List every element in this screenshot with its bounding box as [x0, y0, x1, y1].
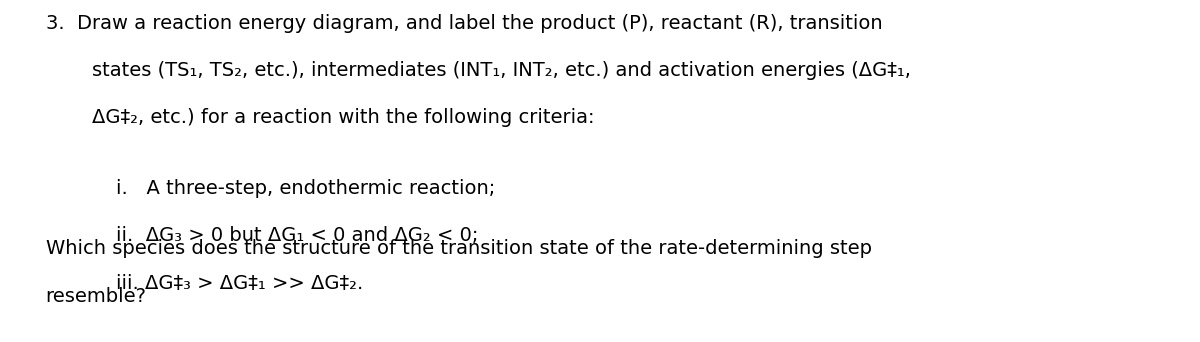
Text: 3.  Draw a reaction energy diagram, and label the product (P), reactant (R), tra: 3. Draw a reaction energy diagram, and l… — [46, 14, 882, 33]
Text: ii.  ΔG₃ > 0 but ΔG₁ < 0 and ΔG₂ < 0;: ii. ΔG₃ > 0 but ΔG₁ < 0 and ΔG₂ < 0; — [116, 226, 479, 246]
Text: states (TS₁, TS₂, etc.), intermediates (INT₁, INT₂, etc.) and activation energie: states (TS₁, TS₂, etc.), intermediates (… — [92, 61, 911, 80]
Text: i.   A three-step, endothermic reaction;: i. A three-step, endothermic reaction; — [116, 179, 496, 198]
Text: resemble?: resemble? — [46, 287, 146, 306]
Text: Which species does the structure of the transition state of the rate-determining: Which species does the structure of the … — [46, 239, 871, 259]
Text: iii. ΔG‡₃ > ΔG‡₁ >> ΔG‡₂.: iii. ΔG‡₃ > ΔG‡₁ >> ΔG‡₂. — [116, 274, 364, 293]
Text: ΔG‡₂, etc.) for a reaction with the following criteria:: ΔG‡₂, etc.) for a reaction with the foll… — [92, 108, 595, 127]
